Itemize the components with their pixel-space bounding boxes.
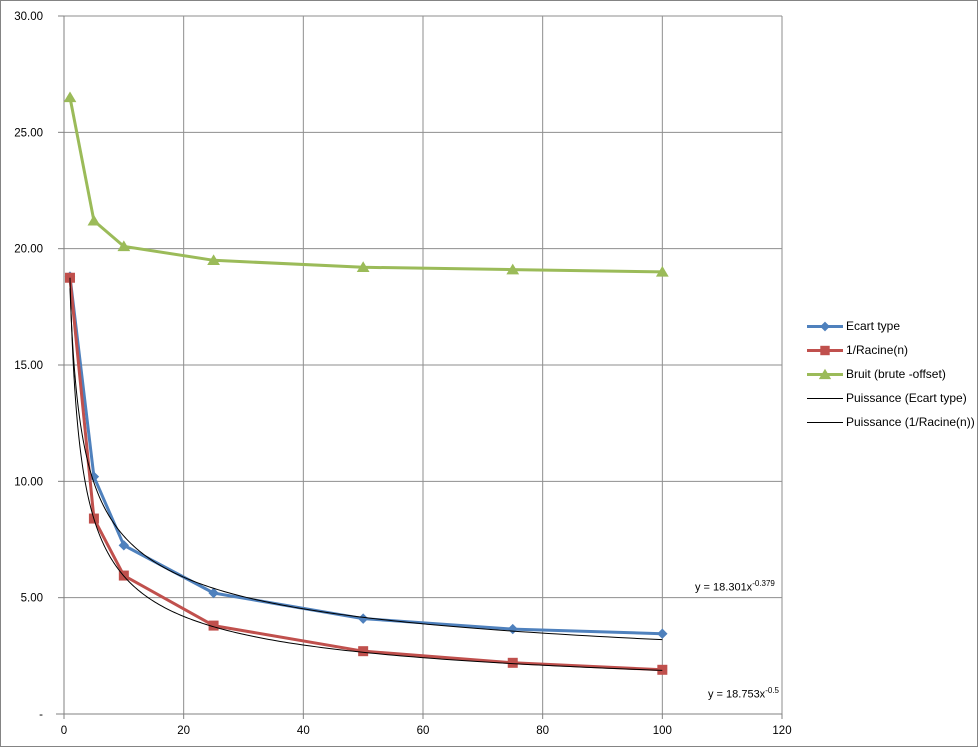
equation-exponent: -0.5 bbox=[765, 686, 779, 695]
series-bruit-brute-offset[interactable] bbox=[63, 91, 669, 277]
legend-label: Puissance (1/Racine(n)) bbox=[846, 415, 975, 429]
x-tick-label: 120 bbox=[772, 725, 791, 737]
x-tick-label: 60 bbox=[417, 725, 430, 737]
diamond-marker bbox=[208, 587, 219, 599]
legend-label: Puissance (Ecart type) bbox=[846, 391, 967, 405]
x-tick-label: 80 bbox=[536, 725, 549, 737]
x-tick-label: 0 bbox=[61, 725, 67, 737]
line-legend-swatch bbox=[807, 397, 843, 399]
legend-item-ecart-type[interactable]: Ecart type bbox=[807, 314, 975, 338]
y-tick-label: 25.00 bbox=[14, 127, 43, 139]
triangle-marker bbox=[117, 240, 131, 252]
equation-base: y = 18.753x bbox=[708, 688, 766, 701]
legend-label: 1/Racine(n) bbox=[846, 343, 909, 357]
diamond-marker bbox=[507, 623, 518, 635]
square-legend-swatch bbox=[807, 345, 843, 355]
square-marker bbox=[507, 657, 518, 668]
x-tick-label: 40 bbox=[297, 725, 310, 737]
y-tick-label: 20.00 bbox=[14, 244, 43, 256]
y-tick-label: 5.00 bbox=[21, 593, 43, 605]
triangle-marker bbox=[506, 263, 520, 275]
series-1-racine-n[interactable] bbox=[64, 272, 668, 675]
line-legend-swatch bbox=[807, 421, 843, 423]
trendline-curve bbox=[69, 288, 663, 641]
legend-label: Ecart type bbox=[846, 319, 901, 333]
equation-exponent: -0.379 bbox=[752, 579, 775, 588]
y-tick-label: 10.00 bbox=[14, 476, 43, 488]
legend-label: Bruit (brute -offset) bbox=[846, 367, 946, 381]
triangle-marker bbox=[207, 254, 220, 266]
series-line bbox=[68, 276, 664, 672]
series-ecart-type[interactable] bbox=[64, 271, 668, 639]
triangle-marker bbox=[356, 261, 370, 273]
diamond-legend-swatch bbox=[807, 321, 843, 331]
legend-item-bruit-brute-offset[interactable]: Bruit (brute -offset) bbox=[807, 362, 975, 386]
x-tick-label: 20 bbox=[177, 725, 190, 737]
trendline-puissance-1-racine-n[interactable] bbox=[69, 277, 663, 671]
trendline-puissance-ecart-type[interactable] bbox=[69, 288, 663, 641]
trendline-equation-ecart-type[interactable]: y = 18.301x-0.379 bbox=[695, 579, 775, 594]
trendline-equation-racine[interactable]: y = 18.753x-0.5 bbox=[708, 686, 779, 701]
square-marker bbox=[358, 646, 369, 657]
y-tick-label: - bbox=[39, 709, 43, 721]
legend-item-puissance-1-racine-n[interactable]: Puissance (1/Racine(n)) bbox=[807, 410, 975, 434]
diamond-marker bbox=[357, 613, 369, 624]
triangle-marker bbox=[63, 91, 77, 103]
triangle-marker bbox=[87, 214, 101, 226]
y-tick-label: 15.00 bbox=[14, 360, 43, 372]
y-tick-label: 30.00 bbox=[14, 11, 43, 23]
legend: Ecart type 1/Racine(n) Bruit (brute -offse… bbox=[807, 314, 975, 434]
series-line bbox=[68, 275, 664, 636]
triangle-legend-swatch bbox=[807, 368, 843, 379]
legend-item-1-racine-n[interactable]: 1/Racine(n) bbox=[807, 338, 975, 362]
triangle-marker bbox=[655, 265, 669, 277]
x-tick-label: 100 bbox=[653, 725, 672, 737]
diamond-marker bbox=[820, 321, 830, 331]
triangle-marker bbox=[818, 368, 832, 379]
square-marker bbox=[820, 345, 830, 355]
legend-item-puissance-ecart-type[interactable]: Puissance (Ecart type) bbox=[807, 386, 975, 410]
trendline-curve bbox=[69, 277, 663, 671]
diamond-marker bbox=[657, 628, 668, 639]
series-line bbox=[68, 95, 664, 274]
diamond-marker bbox=[118, 540, 130, 551]
equation-base: y = 18.301x bbox=[695, 581, 753, 594]
